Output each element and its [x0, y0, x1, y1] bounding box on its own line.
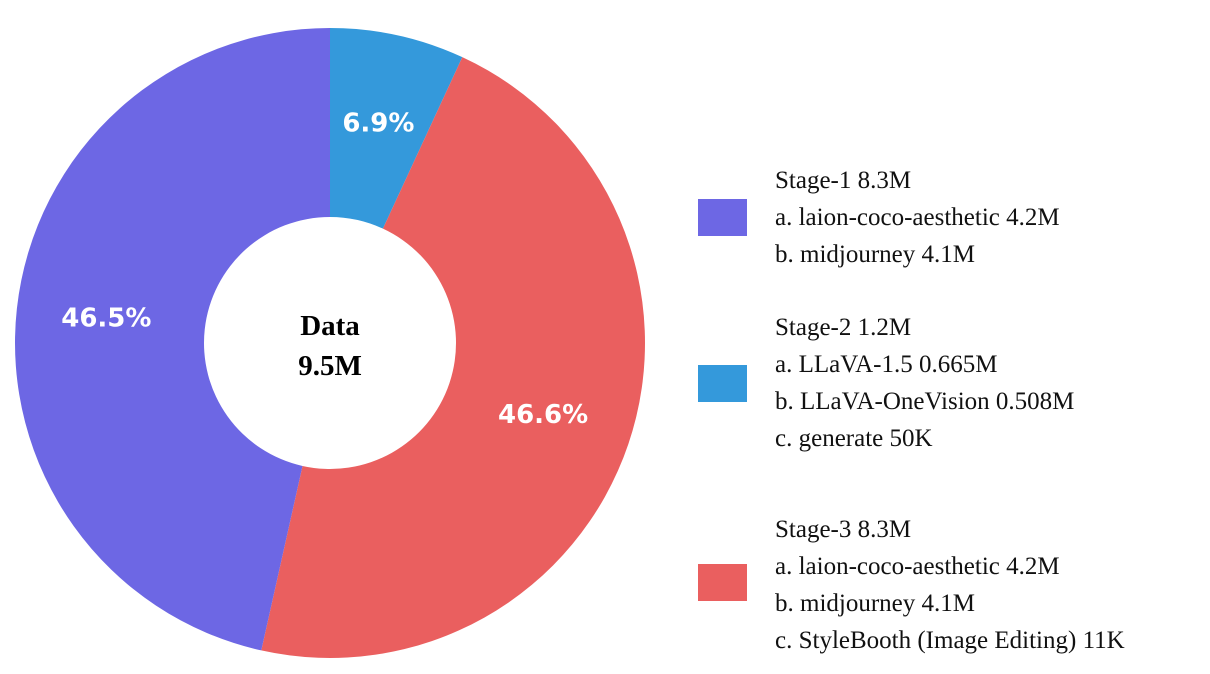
slice-label-1: 6.9%	[342, 108, 414, 138]
legend-swatch-stage-2	[698, 365, 747, 402]
legend-line: c. StyleBooth (Image Editing) 11K	[775, 627, 1125, 654]
legend-line: a. laion-coco-aesthetic 4.2M	[775, 553, 1060, 580]
legend-line: Stage-1 8.3M	[775, 167, 912, 194]
legend-line: c. generate 50K	[775, 425, 933, 452]
legend-line: a. laion-coco-aesthetic 4.2M	[775, 204, 1060, 231]
legend-line: b. midjourney 4.1M	[775, 590, 975, 617]
slice-label-3: 46.5%	[61, 303, 151, 333]
donut-slice-2	[261, 57, 645, 658]
donut-slices	[15, 28, 645, 658]
legend-swatch-stage-3	[698, 564, 747, 601]
donut-chart: 6.9% 46.6% 46.5% Data 9.5M	[15, 28, 645, 658]
legend-line: a. LLaVA-1.5 0.665M	[775, 351, 998, 378]
slice-label-2: 46.6%	[498, 400, 588, 430]
donut-slice-3	[15, 28, 331, 651]
legend-line: b. midjourney 4.1M	[775, 241, 975, 268]
center-label-title: Data	[300, 310, 360, 342]
legend-line: b. LLaVA-OneVision 0.508M	[775, 388, 1075, 415]
center-label-total: 9.5M	[298, 350, 362, 382]
legend-swatch-stage-1	[698, 199, 747, 236]
legend-line: Stage-3 8.3M	[775, 516, 912, 543]
slice-labels: 6.9% 46.6% 46.5%	[61, 108, 588, 430]
donut-slice-1	[330, 28, 463, 229]
legend-line: Stage-2 1.2M	[775, 314, 912, 341]
